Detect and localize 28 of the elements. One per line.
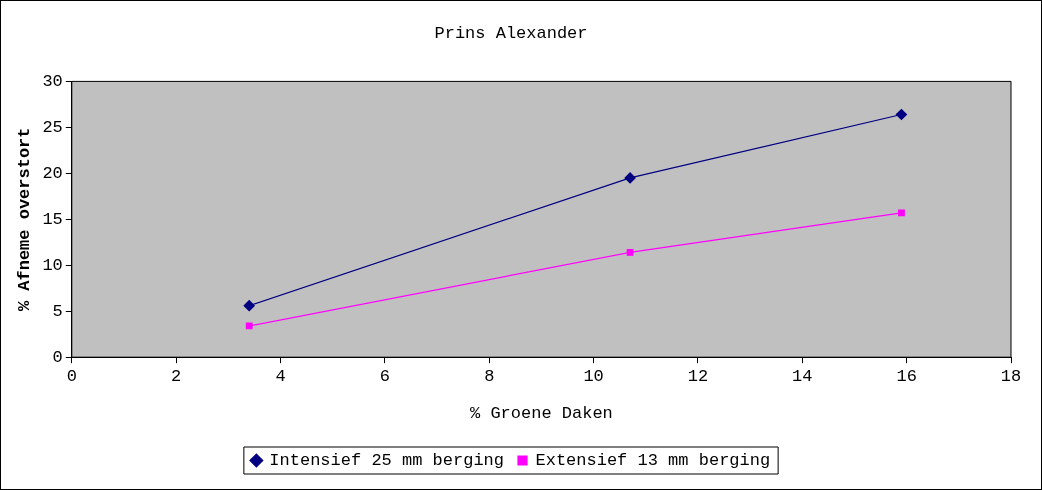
point bbox=[245, 322, 253, 330]
y-axis-title: % Afneme overstort bbox=[15, 127, 35, 312]
x-tick-label: 10 bbox=[583, 366, 604, 386]
chart-title: Prins Alexander bbox=[434, 23, 588, 43]
point bbox=[624, 172, 636, 184]
x-tick-label: 8 bbox=[484, 366, 495, 386]
x-tick-label: 16 bbox=[896, 366, 917, 386]
x-tick-label: 0 bbox=[66, 366, 77, 386]
legend-label: Extensief 13 mm berging bbox=[535, 451, 771, 470]
y-tick-label: 0 bbox=[52, 347, 63, 367]
x-tick-label: 6 bbox=[379, 366, 390, 386]
x-tick-label: 14 bbox=[792, 366, 813, 386]
point bbox=[243, 300, 255, 312]
y-tick-label: 25 bbox=[42, 117, 63, 137]
x-tick-label: 18 bbox=[1000, 366, 1022, 386]
x-tick-label: 12 bbox=[687, 366, 709, 386]
y-tick-label: 5 bbox=[52, 301, 63, 321]
y-tick-label: 15 bbox=[42, 209, 63, 229]
point bbox=[898, 209, 905, 217]
y-tick-label: 30 bbox=[42, 71, 63, 91]
point bbox=[626, 248, 634, 256]
x-tick-label: 2 bbox=[171, 366, 182, 386]
point bbox=[895, 108, 908, 121]
x-axis-title: % Groene Daken bbox=[469, 404, 613, 424]
y-tick-label: 20 bbox=[42, 163, 63, 183]
legend-label: Intensief 25 mm berging bbox=[269, 451, 504, 470]
y-tick-label: 10 bbox=[42, 255, 63, 275]
x-tick-label: 4 bbox=[275, 366, 286, 386]
